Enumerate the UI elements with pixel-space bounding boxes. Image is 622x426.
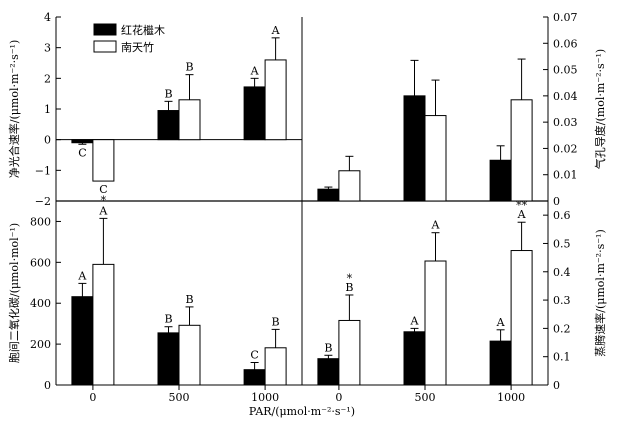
bar-series-2 (92, 139, 115, 182)
bar-series-2 (424, 115, 447, 202)
y-tick-label: 0 (44, 134, 51, 147)
y-axis-label: 净光合速率/(μmol·m⁻²·s⁻¹) (7, 40, 21, 179)
significance-letter: A (410, 314, 420, 327)
x-tick-label: 500 (415, 391, 436, 404)
y-tick-label: 0.4 (553, 266, 571, 279)
legend-label-series-1: 红花檵木 (121, 23, 165, 37)
y-tick-label: 0 (44, 379, 51, 392)
bar-series-1 (317, 358, 340, 386)
legend-label-series-2: 南天竹 (121, 40, 154, 54)
bar-series-2 (424, 260, 447, 386)
y-tick-label: 0.02 (553, 142, 578, 155)
significance-letter: B (185, 61, 193, 74)
x-tick-label: 0 (335, 391, 342, 404)
y-tick-label: 0.1 (553, 351, 571, 364)
significance-letter: B (164, 313, 172, 326)
y-tick-label: 0 (553, 379, 560, 392)
bar-series-1 (243, 369, 266, 386)
y-tick-label: 0 (553, 195, 560, 208)
y-tick-label: 0.6 (553, 209, 571, 222)
y-tick-label: 0.01 (553, 169, 578, 182)
significance-letter: A (77, 269, 87, 282)
bar-series-1 (489, 159, 512, 202)
bar-series-2 (264, 347, 287, 386)
y-axis-label: 蒸腾速率/(μmol·m⁻²·s⁻¹) (593, 229, 607, 357)
y-tick-label: 4 (44, 11, 51, 24)
significance-letter: C (250, 349, 258, 362)
y-tick-label: 0.03 (553, 116, 578, 129)
bar-series-1 (71, 296, 94, 386)
bar-series-2 (178, 324, 201, 386)
bar-series-2 (510, 250, 533, 386)
bar-series-1 (489, 340, 512, 386)
bar-series-1 (317, 188, 340, 202)
y-tick-label: 0.06 (553, 37, 578, 50)
y-tick-label: 600 (30, 256, 51, 269)
y-tick-label: 0.3 (553, 294, 571, 307)
y-tick-label: 2 (44, 72, 51, 85)
y-tick-label: −2 (35, 195, 51, 208)
legend-swatch-series-2 (93, 40, 117, 53)
y-tick-label: 400 (30, 297, 51, 310)
significance-letter: B (324, 341, 332, 354)
significance-letter: C (78, 146, 86, 159)
significance-letter: A (250, 64, 260, 77)
y-tick-label: 200 (30, 338, 51, 351)
significance-letter: A (431, 219, 441, 232)
y-axis-label: 胞间二氧化碳/(μmol·mol⁻¹) (7, 223, 21, 363)
bar-series-1 (243, 86, 266, 141)
bar-series-2 (92, 263, 115, 386)
significance-letter: B (164, 87, 172, 100)
y-tick-label: 3 (44, 42, 51, 55)
y-tick-label: −1 (35, 164, 51, 177)
y-tick-label: 0.5 (553, 237, 571, 250)
bar-series-1 (403, 95, 426, 202)
x-tick-label: 0 (89, 391, 96, 404)
y-tick-label: 1 (44, 103, 51, 116)
significance-star: * (101, 194, 107, 207)
bar-series-2 (510, 99, 533, 202)
bar-series-1 (157, 110, 180, 141)
y-tick-label: 0.04 (553, 90, 578, 103)
significance-letter: C (99, 183, 107, 196)
bar-series-2 (338, 170, 361, 202)
legend-swatch-series-1 (93, 23, 117, 36)
significance-letter: A (517, 208, 527, 221)
bar-series-1 (403, 331, 426, 386)
significance-letter: B (272, 315, 280, 328)
y-tick-label: 0.07 (553, 11, 578, 24)
x-tick-label: 1000 (497, 391, 525, 404)
significance-star: ** (516, 199, 528, 212)
bar-series-2 (178, 99, 201, 141)
y-tick-label: 0.2 (553, 322, 571, 335)
x-tick-label: 1000 (251, 391, 279, 404)
bar-series-2 (264, 59, 287, 141)
y-tick-label: 0.05 (553, 64, 578, 77)
significance-star: * (347, 272, 353, 285)
legend: 红花檵木 南天竹 (93, 23, 165, 54)
significance-letter: B (345, 281, 353, 294)
x-tick-label: 500 (169, 391, 190, 404)
bar-series-1 (157, 332, 180, 386)
significance-letter: B (185, 293, 193, 306)
significance-letter: A (98, 204, 108, 217)
bar-series-2 (338, 319, 361, 386)
y-axis-label: 气孔导度/(mol·m⁻²·s⁻¹) (593, 49, 607, 169)
bar-series-1 (71, 139, 94, 144)
y-tick-label: 800 (30, 215, 51, 228)
significance-letter: A (496, 316, 506, 329)
x-axis-label: PAR/(μmol·m⁻²·s⁻¹) (249, 405, 355, 418)
significance-letter: A (271, 24, 281, 37)
